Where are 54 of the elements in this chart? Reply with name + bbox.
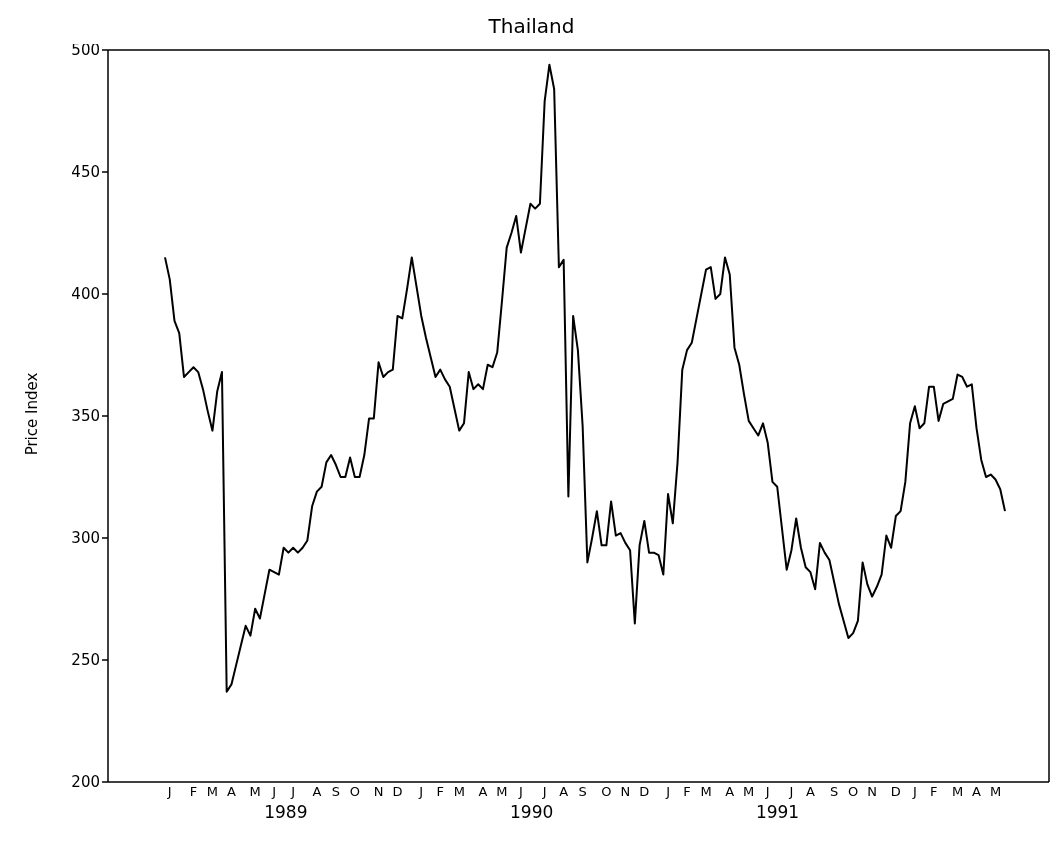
chart-title: Thailand: [488, 14, 575, 38]
x-tick-label: A: [725, 784, 735, 799]
y-tick-label: 250: [71, 651, 100, 670]
x-tick-label: D: [639, 784, 650, 799]
y-axis-title: Price Index: [23, 372, 41, 456]
x-tick-label: M: [206, 784, 219, 799]
line-series: [164, 63, 1006, 693]
y-tick-label: 450: [71, 163, 100, 182]
x-tick-label: S: [331, 784, 340, 799]
x-tick-label: J: [911, 784, 917, 799]
x-tick-label: F: [683, 784, 691, 799]
x2-tick-label: 1990: [510, 802, 554, 822]
x-tick-label: O: [848, 784, 859, 799]
y-tick-label: 350: [71, 407, 100, 426]
x-tick-label: J: [788, 784, 794, 799]
x-tick-label: M: [989, 784, 1002, 799]
y-tick-label: 300: [71, 529, 100, 548]
y-tick-label: 400: [71, 285, 100, 304]
x-tick-label: J: [665, 784, 670, 799]
x-tick-label: M: [743, 784, 755, 799]
x-tick-label: M: [453, 784, 465, 799]
x-tick-label: N: [373, 784, 384, 799]
x-tick-label: J: [518, 784, 523, 799]
x-tick-label: F: [189, 784, 198, 799]
x-tick-label: J: [166, 784, 172, 799]
x-tick-label: J: [764, 784, 770, 799]
x2-tick-label: 1991: [755, 802, 800, 822]
x-tick-label: N: [620, 784, 631, 799]
x-tick-label: M: [496, 784, 508, 799]
x-tick-label: N: [867, 784, 877, 799]
x-tick-label: S: [830, 784, 839, 799]
x-tick-label: O: [349, 784, 360, 799]
x-tick-label: F: [930, 784, 938, 799]
x-tick-label: M: [951, 784, 964, 799]
x-tick-label: D: [890, 784, 901, 799]
x-tick-label: S: [578, 784, 587, 799]
x-tick-label: J: [418, 784, 424, 799]
x-tick-label: A: [559, 784, 569, 799]
x-tick-label: J: [271, 784, 277, 799]
x-tick-label: A: [226, 784, 236, 799]
x-tick-label: J: [541, 784, 547, 799]
x-tick-label: O: [601, 784, 612, 799]
x-tick-label: F: [436, 784, 444, 799]
x-tick-label: M: [700, 784, 712, 799]
x-tick-label: A: [805, 784, 815, 799]
x-tick-label: A: [312, 784, 322, 799]
y-tick-label: 200: [71, 773, 100, 792]
x2-tick-label: 1989: [264, 802, 308, 822]
x-tick-label: M: [249, 784, 261, 799]
y-tick-label: 500: [71, 41, 100, 60]
x-tick-label: A: [478, 784, 488, 799]
x-tick-label: J: [290, 784, 296, 799]
x-tick-label: A: [972, 784, 982, 799]
x-tick-label: D: [392, 784, 403, 799]
